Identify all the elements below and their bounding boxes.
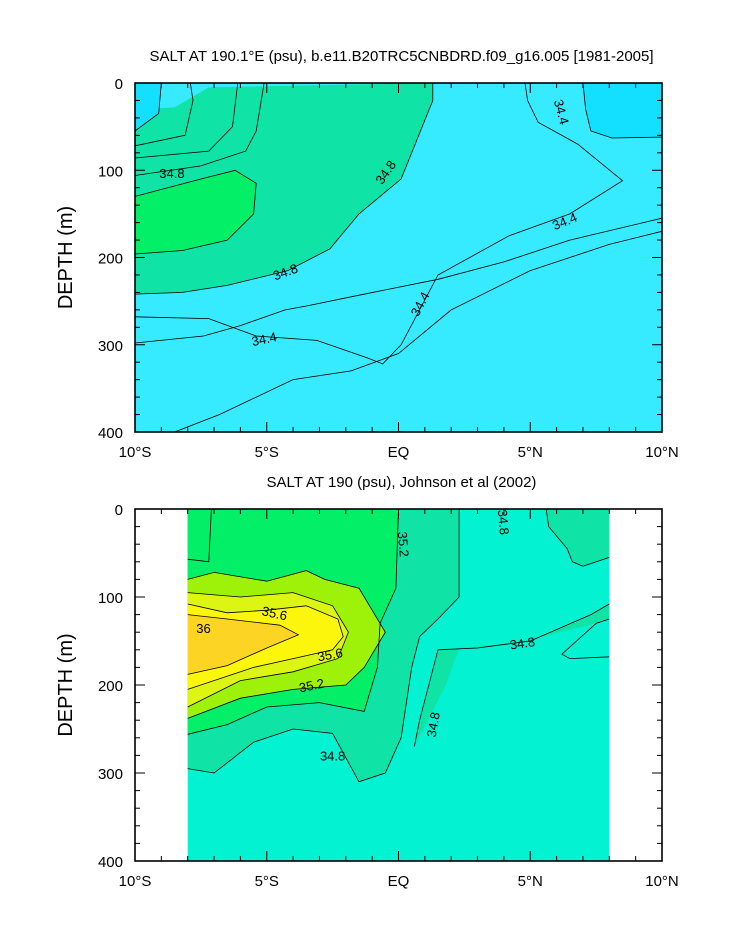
x-tick-label: 10°S <box>119 873 152 890</box>
contour-label-group: 34.8 <box>159 166 184 181</box>
contour-line <box>187 570 386 719</box>
contour-label: 35.2 <box>298 676 326 696</box>
y-tick-label: 400 <box>98 854 123 871</box>
x-tick-label: EQ <box>388 444 410 461</box>
contour-line <box>135 83 434 295</box>
contour-label-group: 36 <box>196 621 210 636</box>
contour-line <box>187 614 300 675</box>
y-tick-label: 100 <box>98 163 123 180</box>
contour-label-group: 35.2 <box>298 676 326 696</box>
contour-line <box>187 592 349 708</box>
chart-title: SALT AT 190 (psu), Johnson et al (2002) <box>267 474 537 491</box>
contour-line <box>135 83 194 147</box>
contour-fill-34.8-35.0 <box>414 604 610 747</box>
panel-2: 36 35.6 35.6 35.2 35.2 34.8 34.8 34.8 34.8 10°S 5°… <box>55 474 679 890</box>
contour-label: 34.8 <box>495 509 512 536</box>
plot-area: 36 35.6 35.6 35.2 35.2 34.8 34.8 34.8 34.8 <box>187 509 610 861</box>
contour-label: 34.4 <box>551 98 572 126</box>
chart-title: SALT AT 190.1°E (psu), b.e11.B20TRC5CNBD… <box>149 48 653 65</box>
contour-line <box>187 509 399 735</box>
contour-label: 35.6 <box>261 603 289 623</box>
y-tick-label: 200 <box>98 251 123 268</box>
contour-label: 34.4 <box>250 329 278 349</box>
contour-label: 34.8 <box>320 748 345 763</box>
x-tick-label: 10°N <box>645 444 679 461</box>
contour-label: 34.8 <box>509 634 536 652</box>
y-axis-label: DEPTH (m) <box>55 633 77 736</box>
contour-line <box>187 603 344 690</box>
contour-label-group: 34.8 <box>424 711 443 739</box>
contour-label-group: 35.2 <box>395 531 412 558</box>
y-tick-label: 400 <box>98 425 123 442</box>
contour-line <box>174 230 662 432</box>
contour-line <box>135 169 257 255</box>
contour-label-group: 34.4 <box>551 98 572 126</box>
y-tick-label: 300 <box>98 766 123 783</box>
plot-area: 34.8 34.834.834.434.434.434.4 <box>135 83 662 432</box>
contour-line <box>545 509 610 567</box>
contour-label-group: 34.4 <box>250 329 278 349</box>
contour-line <box>135 83 239 159</box>
y-tick-label: 100 <box>98 590 123 607</box>
contour-label-group: 34.8 <box>320 748 345 763</box>
contour-line <box>561 618 610 660</box>
x-tick-label: 10°S <box>119 444 152 461</box>
contour-label-group: 35.6 <box>261 603 289 623</box>
panel-1: 34.8 34.834.834.434.434.434.410°S 5°S EQ 5°N… <box>55 48 679 461</box>
contour-label: 34.8 <box>424 711 443 739</box>
contour-fill-34.8-35.0 <box>546 509 610 567</box>
contour-line <box>135 83 624 365</box>
contour-line <box>135 83 265 176</box>
contour-label-group: 34.8 <box>509 634 536 652</box>
contour-fill-35.0-35.2 <box>135 170 257 254</box>
contour-line <box>135 217 662 344</box>
contour-fill-34.2-34.4 <box>583 83 662 138</box>
contour-label: 35.2 <box>395 531 412 558</box>
contour-label: 35.6 <box>316 645 344 664</box>
contour-line <box>135 83 162 132</box>
contour-line <box>582 83 662 139</box>
y-axis-label: DEPTH (m) <box>55 206 77 309</box>
y-tick-label: 300 <box>98 338 123 355</box>
x-tick-label: EQ <box>388 873 410 890</box>
contour-label: 36 <box>196 621 210 636</box>
x-tick-label: 5°N <box>518 873 543 890</box>
y-tick-label: 200 <box>98 678 123 695</box>
contour-line <box>187 509 212 563</box>
x-tick-label: 5°S <box>255 444 279 461</box>
contour-line <box>187 509 460 783</box>
x-tick-label: 5°N <box>518 444 543 461</box>
contour-fill-35.8-36.0 <box>187 614 299 675</box>
contour-label-group: 35.6 <box>316 645 344 664</box>
contour-label: 34.8 <box>159 166 184 181</box>
x-tick-label: 5°S <box>255 873 279 890</box>
y-tick-label: 0 <box>115 502 123 519</box>
contour-label-group: 34.8 <box>495 509 512 536</box>
x-tick-label: 10°N <box>645 873 679 890</box>
contour-line <box>413 603 610 747</box>
contour-fill-34.2-34.4 <box>135 83 162 131</box>
y-tick-label: 0 <box>115 76 123 93</box>
